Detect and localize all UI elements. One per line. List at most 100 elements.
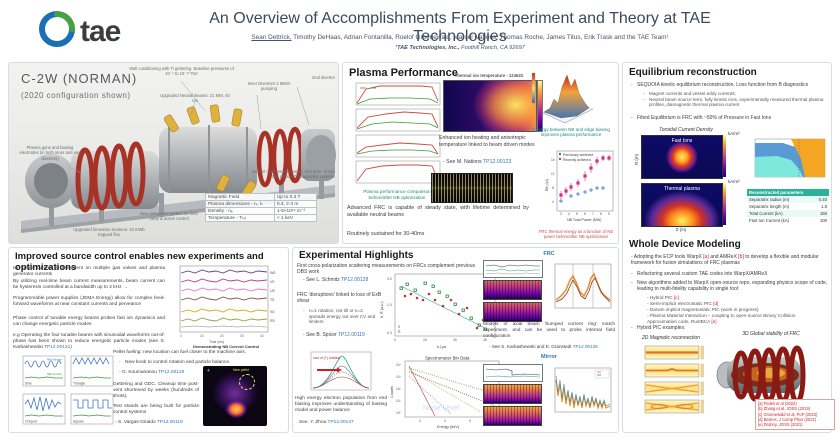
- beam-label: R5: [270, 319, 275, 323]
- source-paragraph-5: e.g Operating the four tunable beams wit…: [13, 333, 165, 351]
- citation-c[interactable]: [c]: [673, 295, 679, 300]
- svg-text:10¹: 10¹: [396, 399, 401, 403]
- traces-caption: Plasma performance comparison before/aft…: [363, 189, 431, 200]
- reference-link[interactable]: TP12.00123: [482, 159, 512, 165]
- param-value: 100: [806, 217, 829, 224]
- bullet: Refactoring several custom TAE codes int…: [631, 271, 829, 278]
- scatter-ylabel: ñ, Ẽ (a.u.): [379, 301, 384, 318]
- svg-text:0: 0: [180, 334, 182, 338]
- svg-text:8: 8: [600, 212, 602, 216]
- legend-field: Ẽ: [398, 329, 401, 334]
- annotation-plasma-guns: Plasma guns and biasing electrodes (in b…: [19, 145, 81, 161]
- wdm-bullet-4: Hybrid PIC examples:: [631, 325, 829, 332]
- machine-panel: C-2W (NORMAN) (2020 configuration shown)…: [8, 62, 339, 244]
- reference[interactable]: [b] Zhang et al, JOSS (2019): [758, 406, 811, 412]
- text: Darwin implicit magnetostatic PIC (work …: [649, 306, 759, 312]
- machine-render: [21, 80, 336, 233]
- eq-xlabel: Z (m): [675, 227, 687, 232]
- annotation-formation: Upgraded formation sections: 15 mWb trap…: [73, 227, 145, 238]
- beam-label: U5: [270, 289, 275, 293]
- synergy-caption: Synergy between NB and edge biasing impr…: [532, 127, 610, 138]
- sub-bullet: Magnet currents and vessel eddy currents…: [643, 91, 827, 97]
- param-name: Magnetic Field: [205, 193, 275, 201]
- beam-label: W5: [270, 271, 275, 275]
- reference[interactable]: [e] Drobny, JOSS (2021): [758, 422, 803, 428]
- table-row: Density - nₑ 1-5×10¹⁹ m⁻³: [205, 207, 318, 215]
- mirror-section-label: Mirror: [541, 354, 557, 360]
- nations-reference: - See M. Nations TP12.00123: [443, 159, 512, 165]
- reference-link[interactable]: TP12.00131: [44, 344, 71, 350]
- wdm-bullet-1: - Adopting the ECP tools WarpX [a] and A…: [631, 254, 819, 267]
- bullet: SEQUOIA kinetic equilibrium reconstructi…: [631, 82, 827, 89]
- reference-text: S. Vargas-Giraldo: [117, 420, 157, 425]
- machine-subtitle: (2020 configuration shown): [21, 91, 131, 100]
- author-lead[interactable]: Sean Dettrick,: [251, 34, 292, 41]
- pressure-profile-plot: [754, 138, 826, 178]
- mirror-mode-plot: [549, 366, 613, 420]
- reference-link[interactable]: TP12.00126: [158, 370, 185, 375]
- waveform-label: Triangle: [73, 382, 85, 386]
- sub-bullet: - Plasma Material Interaction – coupling…: [647, 312, 796, 324]
- reconnection-fig-title: 2D Magnetic reconnection: [641, 335, 701, 341]
- source-paragraph-1: Ion beam current is dependent on multipl…: [13, 266, 165, 277]
- authors-rest: Timothy DeHaas, Adrian Fontanilla, Roelo…: [291, 34, 669, 41]
- table-row: Plasma dimensions - rₛ, lₛ 0.4, 2-3 m: [205, 200, 318, 208]
- text: Hybrid PIC: [649, 295, 674, 300]
- fluctuation-scatter-plot: ñ Ẽ 3.0 1.0 0.3 0 15 30 45 k⊥ρs ñ, Ẽ (a.u.): [379, 273, 496, 349]
- reference[interactable]: [a] Fedeli et al (2022): [758, 401, 797, 406]
- gettering-text: Gettering and GDC. Cleanup time post-ven…: [113, 382, 199, 399]
- svg-text:45: 45: [483, 338, 487, 342]
- reference-link[interactable]: TP12.00147: [327, 420, 354, 425]
- svg-text:tae: tae: [80, 15, 121, 48]
- source-paragraph-4: Phase control of tunable energy beams pr…: [13, 316, 165, 327]
- reference-text: See B. Spicer: [306, 332, 338, 338]
- 3d-surface-plot: [531, 72, 594, 124]
- svg-text:10⁰: 10⁰: [396, 411, 402, 415]
- text: Plasma Material Interaction – coupling t…: [647, 312, 796, 324]
- karbashewski-reference: - See S. Karbashewski and E. Granstedt T…: [489, 344, 598, 349]
- reference-link[interactable]: TP12.00128: [341, 277, 369, 283]
- test-stands-text: Test stands are being built for particle…: [113, 404, 199, 415]
- equilibrium-bullets: SEQUOIA kinetic equilibrium reconstructi…: [631, 82, 827, 89]
- citation-d[interactable]: [d]: [713, 300, 719, 306]
- param-name: Plasma dimensions - rₛ, lₛ: [205, 200, 275, 208]
- text: to develop a flexible and modular framew…: [631, 254, 819, 267]
- toroidal-current-title: Toroidal Current Density: [659, 127, 713, 133]
- experimental-title: Experimental Highlights: [299, 250, 414, 261]
- table-header: Reconstructed parameters: [747, 189, 829, 196]
- reference-link[interactable]: TP12.00118: [156, 420, 183, 425]
- svg-text:4: 4: [444, 419, 446, 423]
- svg-text:10: 10: [200, 334, 204, 338]
- heating-bullet: Enhanced ion heating and anisotropic tem…: [439, 135, 535, 148]
- reference-text: See S. Karbashewski and E. Granstedt: [491, 344, 573, 349]
- scatter-ylabel: Eth (kJ): [545, 179, 549, 191]
- param-name: Density - nₑ: [205, 207, 275, 215]
- machine-parameters-table: Magnetic Field Up to 0.3 T Plasma dimensi…: [205, 193, 318, 222]
- steady-state-text: Advanced FRC is capable of steady state,…: [347, 205, 529, 218]
- param-name: Fast Ion Current (kA): [747, 217, 807, 224]
- reference[interactable]: [c] Groenewald et al, PoP (2023): [758, 411, 818, 417]
- param-name: Total Current (kA): [747, 210, 807, 217]
- param-value: 0.40: [806, 196, 829, 203]
- citation-b[interactable]: [b]: [738, 254, 744, 260]
- svg-text:30: 30: [453, 338, 457, 342]
- reference[interactable]: [d] Barnes, J Comp Phys (2021): [758, 416, 817, 422]
- citation-e[interactable]: [e]: [711, 318, 717, 324]
- svg-text:8: 8: [552, 186, 554, 190]
- source-paragraph-3: Programmable power supplies (JEMA Energy…: [13, 296, 165, 307]
- eq-ylabel: R (m): [634, 154, 639, 165]
- annotation-vessel: Inconel confinement vessel: skin time ~5…: [251, 169, 335, 180]
- citation-a[interactable]: [a]: [703, 254, 709, 260]
- affiliation-loc: Foothill Ranch, CA 92697: [459, 45, 525, 51]
- bullet: Fitted Equilibrium is FRC with ~50% of P…: [631, 115, 827, 122]
- tae-logo: tae: [36, 10, 166, 52]
- sustained-text: Routinely sustained for 30-40ms: [347, 231, 425, 237]
- svg-text:5: 5: [469, 419, 471, 423]
- current-ring-text: Models of axial beam 'bumped current rin…: [483, 322, 615, 339]
- ion-temperature-heatmap: [443, 80, 537, 132]
- pellet-highlight-circle: [239, 374, 255, 390]
- reference-link[interactable]: TP12.00119: [337, 332, 365, 338]
- reference-link[interactable]: TP12.00128: [572, 344, 598, 349]
- thermal-plasma-label: Thermal plasma: [664, 186, 700, 192]
- fast-ions-label: Fast Ions: [671, 138, 693, 144]
